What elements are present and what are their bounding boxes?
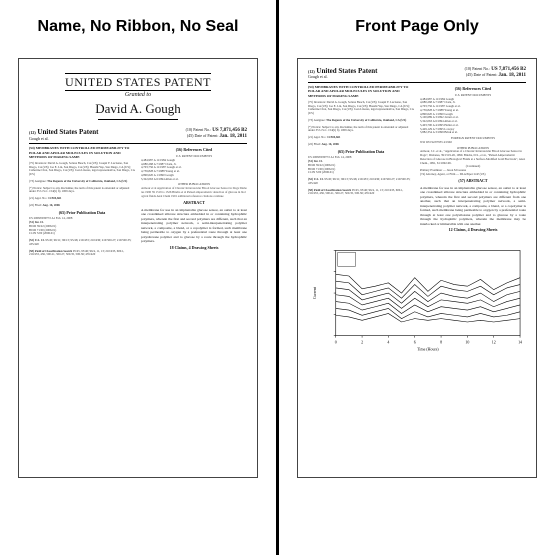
right-page: (12) United States Patent Gough et al. (… bbox=[297, 58, 537, 478]
svg-text:4: 4 bbox=[387, 340, 389, 345]
left-page: UNITED STATES PATENT Granted to David A.… bbox=[18, 58, 258, 478]
svg-text:2: 2 bbox=[361, 340, 363, 345]
svg-text:14: 14 bbox=[518, 340, 522, 345]
intcl: B01D 39/22 (2006.01) B01D 71/00 (2006.01… bbox=[29, 224, 56, 236]
right-heading: Front Page Only bbox=[355, 18, 479, 36]
claims-l: 18 Claims, 4 Drawing Sheets bbox=[141, 246, 247, 251]
doc-header-right: (12) United States Patent Gough et al. (… bbox=[308, 67, 526, 83]
left-heading: Name, No Ribbon, No Seal bbox=[38, 18, 239, 36]
refs: 4,484,987 A 11/1984 Gough 4,680,268 A 7/… bbox=[141, 159, 247, 182]
sensor-chart: 0 2 4 6 8 10 12 14 Time (Hours) Current bbox=[308, 239, 526, 359]
refs-r: 4,484,987 A 11/1984 Gough 4,680,268 A 7/… bbox=[420, 98, 526, 136]
doc-title: United States Patent bbox=[37, 128, 98, 136]
abstract-r: A membrane for use in an implantable glu… bbox=[420, 186, 526, 227]
doc-sub: Gough et al. bbox=[29, 137, 98, 142]
abstract-l: A membrane for use in an implantable glu… bbox=[141, 208, 247, 244]
filed: Aug. 16, 2006 bbox=[43, 203, 60, 207]
other-fill: Armour et al Application of Chronic Intr… bbox=[141, 187, 247, 199]
doc-header-left: (12) United States Patent Gough et al. (… bbox=[29, 128, 247, 144]
left-body: (54) MEMBRANES WITH CONTROLLED PERMEABIL… bbox=[29, 146, 247, 260]
patent-date: Jan. 18, 2011 bbox=[219, 134, 247, 139]
appl-no: 11/504,661 bbox=[48, 196, 61, 200]
notice: Subject to any disclaimer, the term of t… bbox=[29, 186, 129, 194]
assignee: The Regents of the University of Califor… bbox=[47, 179, 127, 183]
other-pubs: Armour, J.C. et al., "Application of a C… bbox=[420, 150, 526, 165]
grantee-name: David A. Gough bbox=[29, 101, 247, 117]
claims-r: 12 Claims, 4 Drawing Sheets bbox=[420, 228, 526, 233]
svg-text:8: 8 bbox=[440, 340, 442, 345]
ref-label: (56) References Cited bbox=[141, 148, 247, 153]
right-body: (54) MEMBRANES WITH CONTROLLED PERMEABIL… bbox=[308, 85, 526, 235]
right-column: Front Page Only (12) United States Paten… bbox=[279, 0, 555, 555]
foreign: WO WO 92/07955 4/1992 bbox=[420, 141, 526, 145]
usp-title: UNITED STATES PATENT bbox=[65, 73, 211, 91]
abstract-label-l: ABSTRACT bbox=[141, 201, 247, 206]
svg-text:0: 0 bbox=[335, 340, 337, 345]
svg-text:6: 6 bbox=[414, 340, 416, 345]
svg-text:10: 10 bbox=[465, 340, 469, 345]
title-54: (54) MEMBRANES WITH CONTROLLED PERMEABIL… bbox=[29, 146, 129, 158]
left-column: Name, No Ribbon, No Seal UNITED STATES P… bbox=[0, 0, 276, 555]
rule bbox=[98, 119, 178, 120]
granted-to: Granted to bbox=[29, 92, 247, 99]
svg-text:Current: Current bbox=[312, 286, 317, 299]
attorney: (74) Attorney, Agent, or Firm — DLA Pipe… bbox=[420, 173, 526, 177]
pub-label: (65) Prior Publication Data bbox=[29, 211, 135, 216]
ribbon: UNITED STATES PATENT Granted to David A.… bbox=[29, 73, 247, 120]
svg-text:Time (Hours): Time (Hours) bbox=[417, 347, 439, 352]
svg-text:12: 12 bbox=[492, 340, 496, 345]
